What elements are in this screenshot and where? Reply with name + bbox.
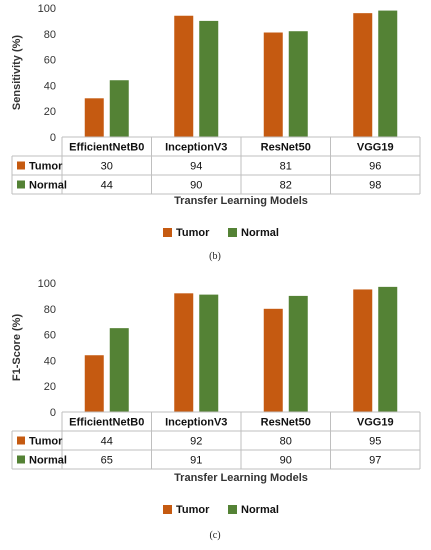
bar-tumor-inceptionv3 — [174, 15, 194, 138]
x-tick-label: ResNet50 — [261, 417, 311, 429]
table-cell-value: 96 — [369, 161, 381, 173]
x-tick-label: InceptionV3 — [165, 417, 227, 429]
legend-label-normal: Normal — [241, 227, 279, 239]
y-tick-label: 20 — [44, 381, 56, 393]
chart-sensitivity: Sensitivity (%) 0 20 40 60 80 100 EfficientNetB… — [11, 3, 421, 262]
legend-swatch-tumor — [163, 228, 172, 237]
x-tick-label: VGG19 — [357, 142, 394, 154]
y-tick-label: 40 — [44, 80, 56, 92]
y-tick-label: 0 — [50, 132, 56, 144]
table-key-normal — [17, 180, 25, 189]
y-tick-label: 60 — [44, 55, 56, 67]
legend-swatch-normal — [228, 505, 237, 514]
bar-tumor-efficientnetb0 — [84, 355, 104, 412]
bar-tumor-inceptionv3 — [174, 293, 194, 412]
table-key-tumor — [17, 161, 25, 170]
table-row-label: Tumor — [29, 436, 63, 448]
legend-label-normal: Normal — [241, 504, 279, 516]
x-tick-label: EfficientNetB0 — [69, 142, 144, 154]
table-row-label: Normal — [29, 455, 67, 467]
bar-normal-resnet50 — [288, 295, 308, 412]
table-cell-value: 81 — [280, 161, 292, 173]
table-row-label: Tumor — [29, 161, 63, 173]
table-cell-value: 91 — [190, 455, 202, 467]
y-tick-label: 100 — [38, 278, 56, 290]
x-tick-label: InceptionV3 — [165, 142, 227, 154]
x-tick-label: VGG19 — [357, 417, 394, 429]
y-axis-title: F1-Score (%) — [11, 314, 23, 382]
y-tick-label: 80 — [44, 29, 56, 41]
bar-normal-inceptionv3 — [199, 20, 219, 137]
bar-tumor-vgg19 — [353, 13, 373, 137]
x-tick-label: EfficientNetB0 — [69, 417, 144, 429]
bar-tumor-vgg19 — [353, 289, 373, 412]
bar-normal-efficientnetb0 — [109, 328, 129, 412]
table-key-normal — [17, 455, 25, 464]
table-cell-value: 90 — [280, 455, 292, 467]
chart-f1-score: F1-Score (%) 0 20 40 60 80 100 EfficientNetB0 In… — [11, 278, 421, 541]
figure-caption: (b) — [209, 251, 221, 262]
y-tick-label: 20 — [44, 106, 56, 118]
table-cell-value: 30 — [101, 161, 113, 173]
table-cell-value: 44 — [101, 436, 113, 448]
legend-swatch-tumor — [163, 505, 172, 514]
y-tick-label: 80 — [44, 304, 56, 316]
bar-tumor-resnet50 — [263, 308, 283, 412]
x-axis-title: Transfer Learning Models — [174, 195, 308, 207]
table-cell-value: 92 — [190, 436, 202, 448]
y-tick-label: 40 — [44, 355, 56, 367]
bar-tumor-efficientnetb0 — [84, 98, 104, 137]
table-cell-value: 82 — [280, 180, 292, 192]
legend-label-tumor: Tumor — [176, 227, 210, 239]
table-cell-value: 94 — [190, 161, 202, 173]
bar-normal-inceptionv3 — [199, 294, 219, 412]
x-tick-label: ResNet50 — [261, 142, 311, 154]
figure-caption: (c) — [209, 530, 220, 541]
table-cell-value: 95 — [369, 436, 381, 448]
bar-tumor-resnet50 — [263, 32, 283, 138]
table-cell-value: 80 — [280, 436, 292, 448]
table-row-label: Normal — [29, 180, 67, 192]
table-key-tumor — [17, 436, 25, 445]
bar-normal-vgg19 — [378, 286, 398, 412]
table-cell-value: 44 — [101, 180, 113, 192]
table-cell-value: 97 — [369, 455, 381, 467]
legend-label-tumor: Tumor — [176, 504, 210, 516]
y-tick-label: 100 — [38, 3, 56, 15]
table-cell-value: 98 — [369, 180, 381, 192]
bar-normal-vgg19 — [378, 10, 398, 137]
bar-normal-efficientnetb0 — [109, 80, 129, 137]
y-axis-title: Sensitivity (%) — [11, 35, 23, 111]
bar-normal-resnet50 — [288, 31, 308, 137]
table-cell-value: 90 — [190, 180, 202, 192]
y-tick-label: 0 — [50, 407, 56, 419]
x-axis-title: Transfer Learning Models — [174, 472, 308, 484]
table-cell-value: 65 — [101, 455, 113, 467]
legend-swatch-normal — [228, 228, 237, 237]
y-tick-label: 60 — [44, 330, 56, 342]
